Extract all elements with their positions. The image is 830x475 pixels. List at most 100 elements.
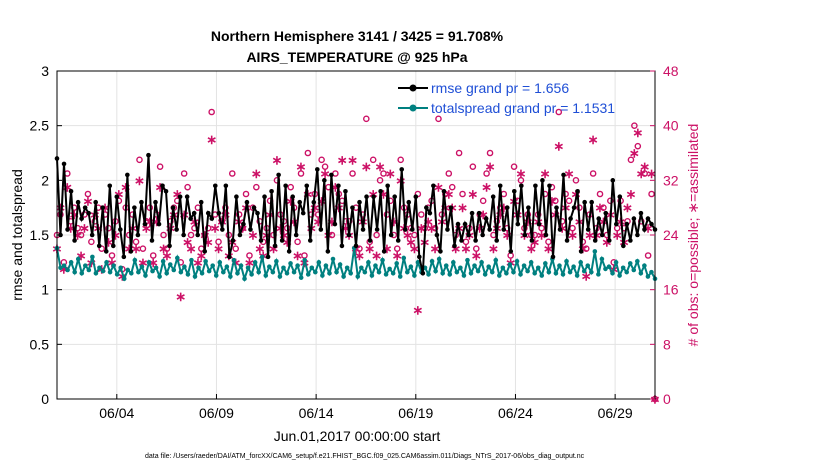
totalspread-point [217,260,223,265]
assimilated-obs-point: ∗ [175,289,186,304]
totalspread-point [90,254,95,260]
totalspread-point [539,273,545,278]
assimilated-obs-point: ∗ [368,187,379,202]
rmse-point [427,210,433,216]
possible-obs-point [380,170,387,177]
assimilated-obs-point: ∗ [526,241,537,256]
possible-obs-point [634,142,642,150]
totalspread-point [571,264,576,270]
totalspread-point [305,272,311,277]
totalspread-point [440,270,445,276]
totalspread-point [139,264,145,270]
rmse-point [198,199,204,205]
rmse-point [68,188,74,194]
totalspread-point [79,270,85,276]
rmse-point [452,243,457,249]
totalspread-point [387,266,392,272]
rmse-point [265,254,271,260]
rmse-point [497,183,503,189]
rmse-point [100,205,106,210]
assimilated-obs-point: ∗ [172,187,183,202]
rmse-point [631,216,637,221]
totalspread-point [380,257,385,263]
right-tick-label: 0 [663,391,671,407]
totalspread-point [68,260,74,265]
assimilated-obs-point: ∗ [134,173,145,188]
assimilated-obs-point: ∗ [220,207,231,222]
rmse-point [473,238,478,243]
rmse-point [160,183,165,189]
totalspread-point [635,258,640,264]
totalspread-point [313,269,318,275]
assimilated-obs-point: ∗ [385,166,396,181]
totalspread-point [574,273,580,278]
possible-obs-point [469,163,477,170]
possible-obs-point [607,197,614,205]
rmse-point [371,194,376,200]
assimilated-obs-point: ∗ [433,180,444,195]
assimilated-obs-point: ∗ [124,241,135,256]
assimilated-obs-point: ∗ [430,241,441,256]
legend: rmse grand pr = 1.656 totalspread grand … [398,80,615,116]
rmse-point [599,232,605,238]
assimilated-obs-point: ∗ [581,269,592,284]
totalspread-point [118,265,123,271]
totalspread-point [72,269,77,275]
possible-obs-point [572,177,580,184]
possible-obs-point [631,122,638,129]
possible-obs-point [215,238,222,246]
rmse-point [406,199,412,205]
totalspread-point [581,268,587,274]
assimilated-obs-point: ∗ [141,221,152,236]
rmse-point [501,227,507,232]
right-tick-label: 40 [663,118,679,134]
rmse-point [125,172,130,178]
totalspread-point [433,268,438,274]
assimilated-obs-point: ∗ [62,180,73,195]
totalspread-point [104,260,109,265]
assimilated-obs-point: ∗ [461,241,472,256]
rmse-point [642,227,647,232]
possible-obs-point [445,170,453,177]
possible-obs-point [297,170,305,177]
possible-obs-point [517,177,525,184]
rmse-point [431,183,436,189]
assimilated-obs-point: ∗ [137,255,148,270]
assimilated-obs-point: ∗ [388,214,399,229]
rmse-point [438,249,443,254]
rmse-point [177,194,183,200]
possible-obs-point [294,238,301,246]
possible-obs-point [373,231,380,239]
rmse-point [483,216,489,221]
rmse-point [571,205,577,210]
possible-obs-point [201,231,209,239]
x-tick-label: 06/14 [299,405,334,421]
rmse-point [543,232,549,238]
assimilated-obs-point: ∗ [588,132,599,147]
legend-spread-marker [409,104,417,112]
totalspread-point [397,274,403,279]
chart-title: Northern Hemisphere 3141 / 3425 = 91.708… [211,28,504,44]
rmse-point [146,152,151,158]
totalspread-point [405,269,410,275]
rmse-point [638,210,644,216]
assimilated-obs-point: ∗ [251,166,262,181]
assimilated-obs-point: ∗ [189,214,200,229]
rmse-point [504,205,510,210]
assimilated-obs-point: ∗ [625,187,636,202]
assimilated-obs-point: ∗ [632,125,643,140]
totalspread-point [482,272,488,277]
assimilated-obs-point: ∗ [320,166,331,181]
totalspread-point [383,272,389,277]
rmse-point [381,249,387,254]
assimilated-obs-point: ∗ [478,207,489,222]
totalspread-point [497,273,502,278]
rmse-point [378,188,383,194]
rmse-point [357,199,362,205]
rmse-point [82,205,88,210]
possible-obs-point [589,170,597,177]
rmse-point [522,232,528,238]
rmse-point [272,243,278,249]
